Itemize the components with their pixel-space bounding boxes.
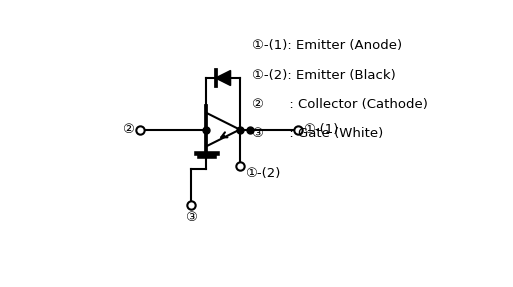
Text: ②: ② <box>122 123 134 136</box>
Text: ①-(2): ①-(2) <box>245 167 280 180</box>
Text: ②      : Collector (Cathode): ② : Collector (Cathode) <box>252 98 428 111</box>
Text: ③      : Gate (White): ③ : Gate (White) <box>252 127 384 140</box>
Text: ①-(2): Emitter (Black): ①-(2): Emitter (Black) <box>252 69 396 82</box>
Text: ①-(1): ①-(1) <box>303 123 339 136</box>
Text: ③: ③ <box>185 211 197 224</box>
Text: ①-(1): Emitter (Anode): ①-(1): Emitter (Anode) <box>252 40 402 53</box>
Polygon shape <box>215 71 230 86</box>
